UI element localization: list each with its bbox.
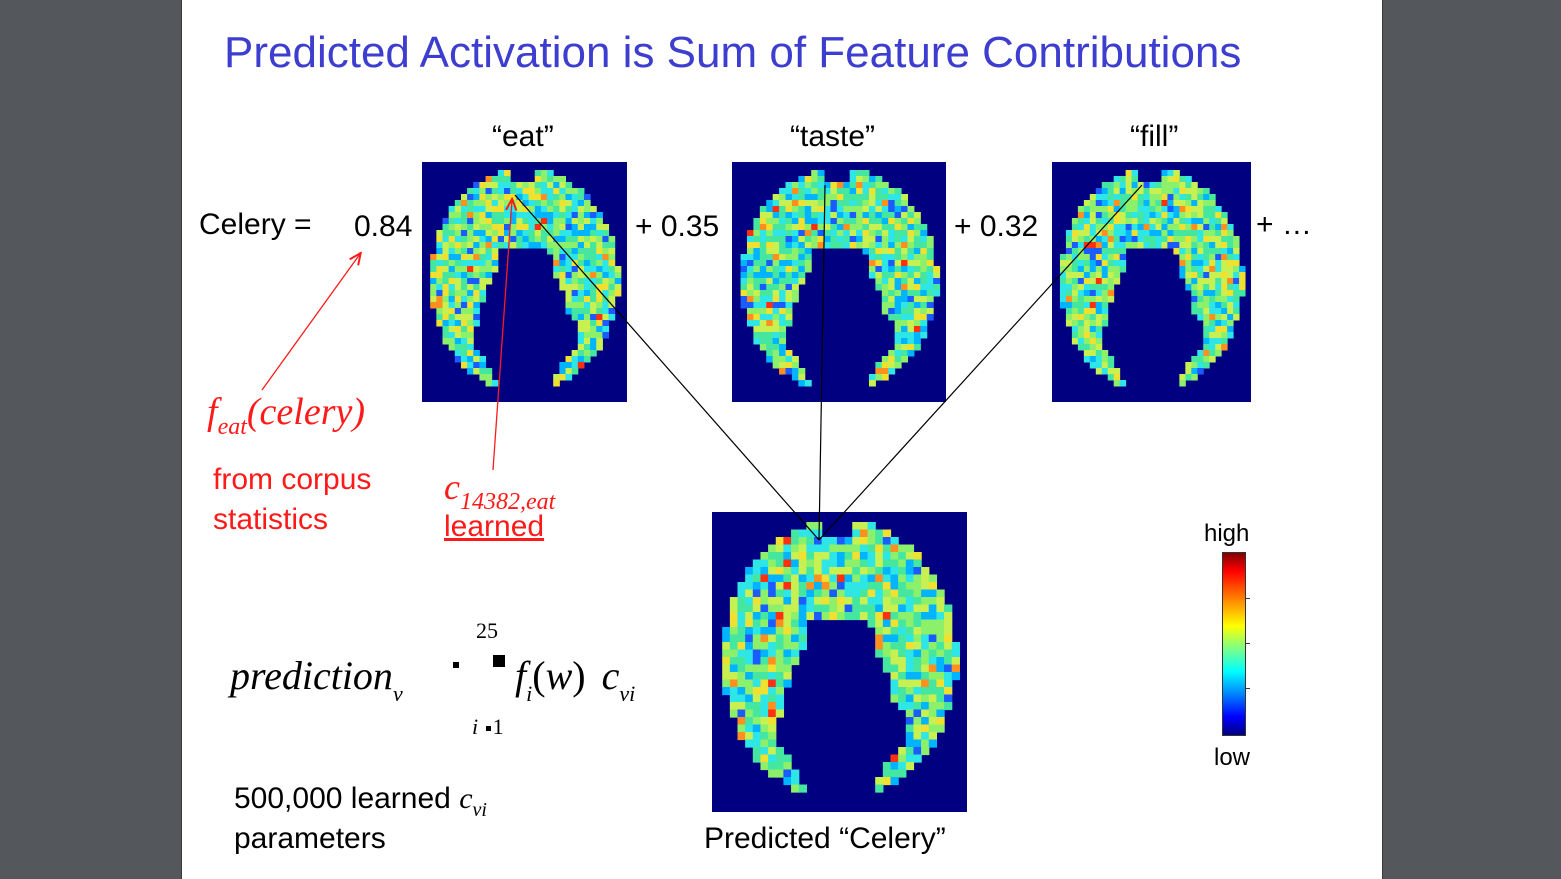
line-eat-to-predicted xyxy=(514,194,820,541)
equals-glyph xyxy=(453,662,459,668)
colorbar xyxy=(1222,552,1246,736)
colorbar-high-label: high xyxy=(1204,520,1250,547)
params-note-line2: parameters xyxy=(234,822,386,855)
feature-label-fill: “fill” xyxy=(1130,120,1179,153)
brain-map-taste xyxy=(732,162,946,402)
brain-map-predicted xyxy=(712,512,967,812)
colorbar-tick xyxy=(1246,688,1250,689)
slide: Predicted Activation is Sum of Feature C… xyxy=(181,0,1383,879)
c-eat-annotation: c14382,eat xyxy=(444,467,556,515)
connector-lines xyxy=(261,184,1143,541)
formula-lhs: predictionv xyxy=(230,653,403,706)
equation-lhs: Celery = xyxy=(199,208,312,241)
line-fill-to-predicted xyxy=(818,184,1143,541)
colorbar-low-label: low xyxy=(1214,744,1251,771)
line-taste-to-predicted xyxy=(818,184,826,541)
arrow-f-eat xyxy=(261,254,360,391)
params-note-line1: 500,000 learned cvi xyxy=(234,782,487,821)
feature-label-eat: “eat” xyxy=(492,120,554,153)
sum-lower-limit: i 1 xyxy=(472,714,504,739)
sum-glyph xyxy=(493,655,505,667)
feature-label-taste: “taste” xyxy=(790,120,876,153)
sum-upper-limit: 25 xyxy=(476,618,498,643)
coefficient-fill: + 0.32 xyxy=(954,210,1039,243)
arrow-c-eat xyxy=(492,200,512,471)
colorbar-tick xyxy=(1246,643,1250,644)
ellipsis: + … xyxy=(1256,208,1312,241)
brain-map-eat xyxy=(422,162,627,402)
predicted-caption: Predicted “Celery” xyxy=(704,822,946,855)
coefficient-eat: 0.84 xyxy=(354,210,413,243)
corpus-note: from corpus statistics xyxy=(213,463,372,536)
colorbar-tick xyxy=(1246,598,1250,599)
coefficient-taste: + 0.35 xyxy=(635,210,720,243)
slide-title: Predicted Activation is Sum of Feature C… xyxy=(224,28,1242,77)
learned-note: learned xyxy=(444,510,545,543)
brain-map-fill xyxy=(1052,162,1251,402)
f-eat-annotation: feat(celery) xyxy=(207,391,366,440)
formula-term: fi(w) cvi xyxy=(515,653,636,706)
